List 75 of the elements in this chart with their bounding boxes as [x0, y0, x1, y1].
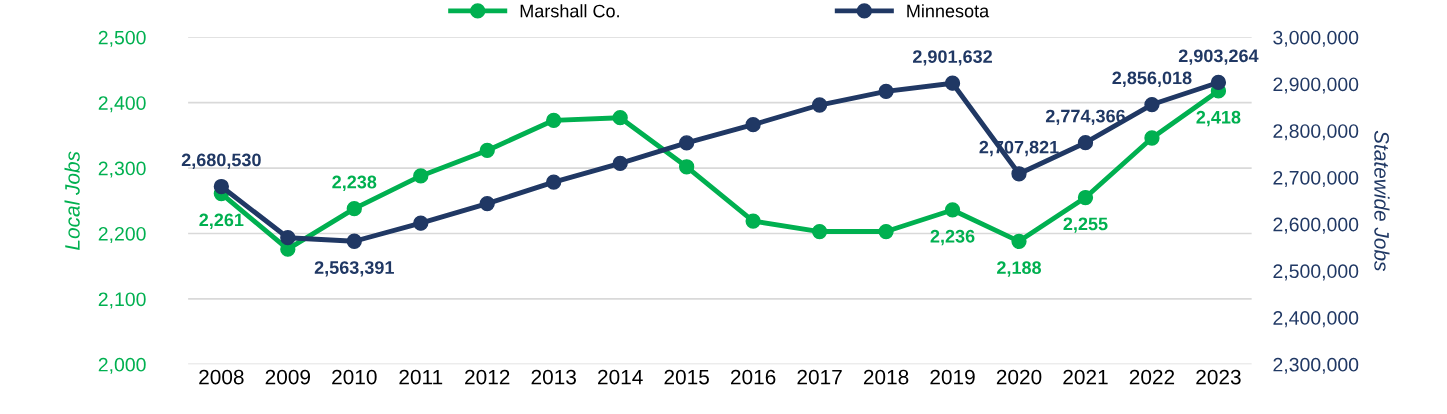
data-label: 2,563,391 [314, 261, 394, 277]
x-tick-label: 2019 [930, 369, 975, 385]
point [1210, 74, 1227, 91]
point [878, 83, 894, 100]
x-tick-label: 2021 [1063, 369, 1108, 385]
point [1077, 135, 1094, 151]
data-label: 2,856,018 [1112, 71, 1192, 87]
y2-tick-label: 2,400,000 [1273, 311, 1359, 328]
y2-axis-title: Statewide Jobs [1374, 130, 1390, 272]
point [1144, 130, 1160, 146]
data-label: 2,236 [930, 229, 975, 246]
point [479, 142, 495, 159]
y-tick-label: 2,100 [98, 292, 146, 309]
point [479, 195, 495, 212]
y2-tick-label: 2,700,000 [1273, 170, 1359, 187]
x-tick-label: 2016 [731, 369, 776, 385]
y-axis-title: Local Jobs [64, 151, 80, 250]
data-label: 2,774,366 [1045, 109, 1125, 126]
x-tick-label: 2022 [1129, 369, 1175, 385]
legend-label: Minnesota [907, 4, 990, 18]
point [612, 155, 628, 172]
y2-tick-label: 2,500,000 [1273, 264, 1359, 281]
point [878, 223, 894, 240]
point [679, 135, 695, 151]
x-tick-label: 2013 [531, 369, 576, 385]
point [1077, 189, 1094, 206]
x-tick-label: 2014 [598, 369, 643, 385]
data-label: 2,903,264 [1178, 49, 1259, 65]
y2-tick-label: 2,800,000 [1273, 124, 1359, 141]
point [546, 174, 562, 190]
y-tick-label: 2,300 [98, 161, 146, 178]
y-tick-label: 2,400 [98, 96, 146, 113]
y2-tick-label: 2,900,000 [1273, 77, 1359, 94]
point [1011, 233, 1027, 249]
y-tick-label: 2,200 [98, 226, 146, 244]
data-label: 2,238 [332, 175, 377, 192]
x-tick-label: 2020 [996, 369, 1042, 385]
x-tick-label: 2015 [664, 369, 709, 385]
point [944, 202, 961, 218]
point [413, 215, 429, 231]
legend-label: Marshall Co. [520, 4, 619, 18]
x-tick-label: 2008 [199, 369, 244, 385]
point [745, 116, 761, 133]
point [413, 168, 429, 184]
point [811, 97, 828, 113]
point [612, 110, 628, 126]
point [546, 112, 562, 128]
point [346, 233, 362, 249]
y2-tick-label: 2,600,000 [1273, 217, 1359, 234]
data-label: 2,680,530 [181, 153, 261, 169]
x-tick-label: 2018 [863, 369, 909, 385]
y-tick-label: 2,000 [98, 357, 146, 374]
point [811, 223, 828, 240]
point [213, 178, 229, 195]
point [280, 230, 296, 246]
point [1011, 166, 1027, 182]
point [944, 75, 961, 91]
point [346, 200, 362, 217]
x-tick-label: 2012 [465, 369, 510, 385]
data-label: 2,901,632 [913, 50, 992, 66]
y2-tick-label: 2,300,000 [1273, 357, 1359, 374]
data-label: 2,261 [199, 213, 244, 229]
point [1144, 96, 1160, 113]
data-label: 2,188 [997, 261, 1042, 277]
y-tick-label: 2,500 [98, 30, 146, 47]
x-tick-label: 2009 [265, 369, 311, 385]
x-tick-label: 2010 [332, 369, 377, 385]
x-tick-label: 2023 [1196, 369, 1241, 385]
point [679, 159, 695, 175]
y2-tick-label: 3,000,000 [1273, 30, 1359, 47]
x-tick-label: 2017 [797, 369, 842, 385]
data-label: 2,255 [1063, 217, 1108, 233]
x-tick-label: 2011 [399, 369, 443, 385]
data-label: 2,418 [1196, 110, 1241, 127]
point [745, 213, 761, 229]
